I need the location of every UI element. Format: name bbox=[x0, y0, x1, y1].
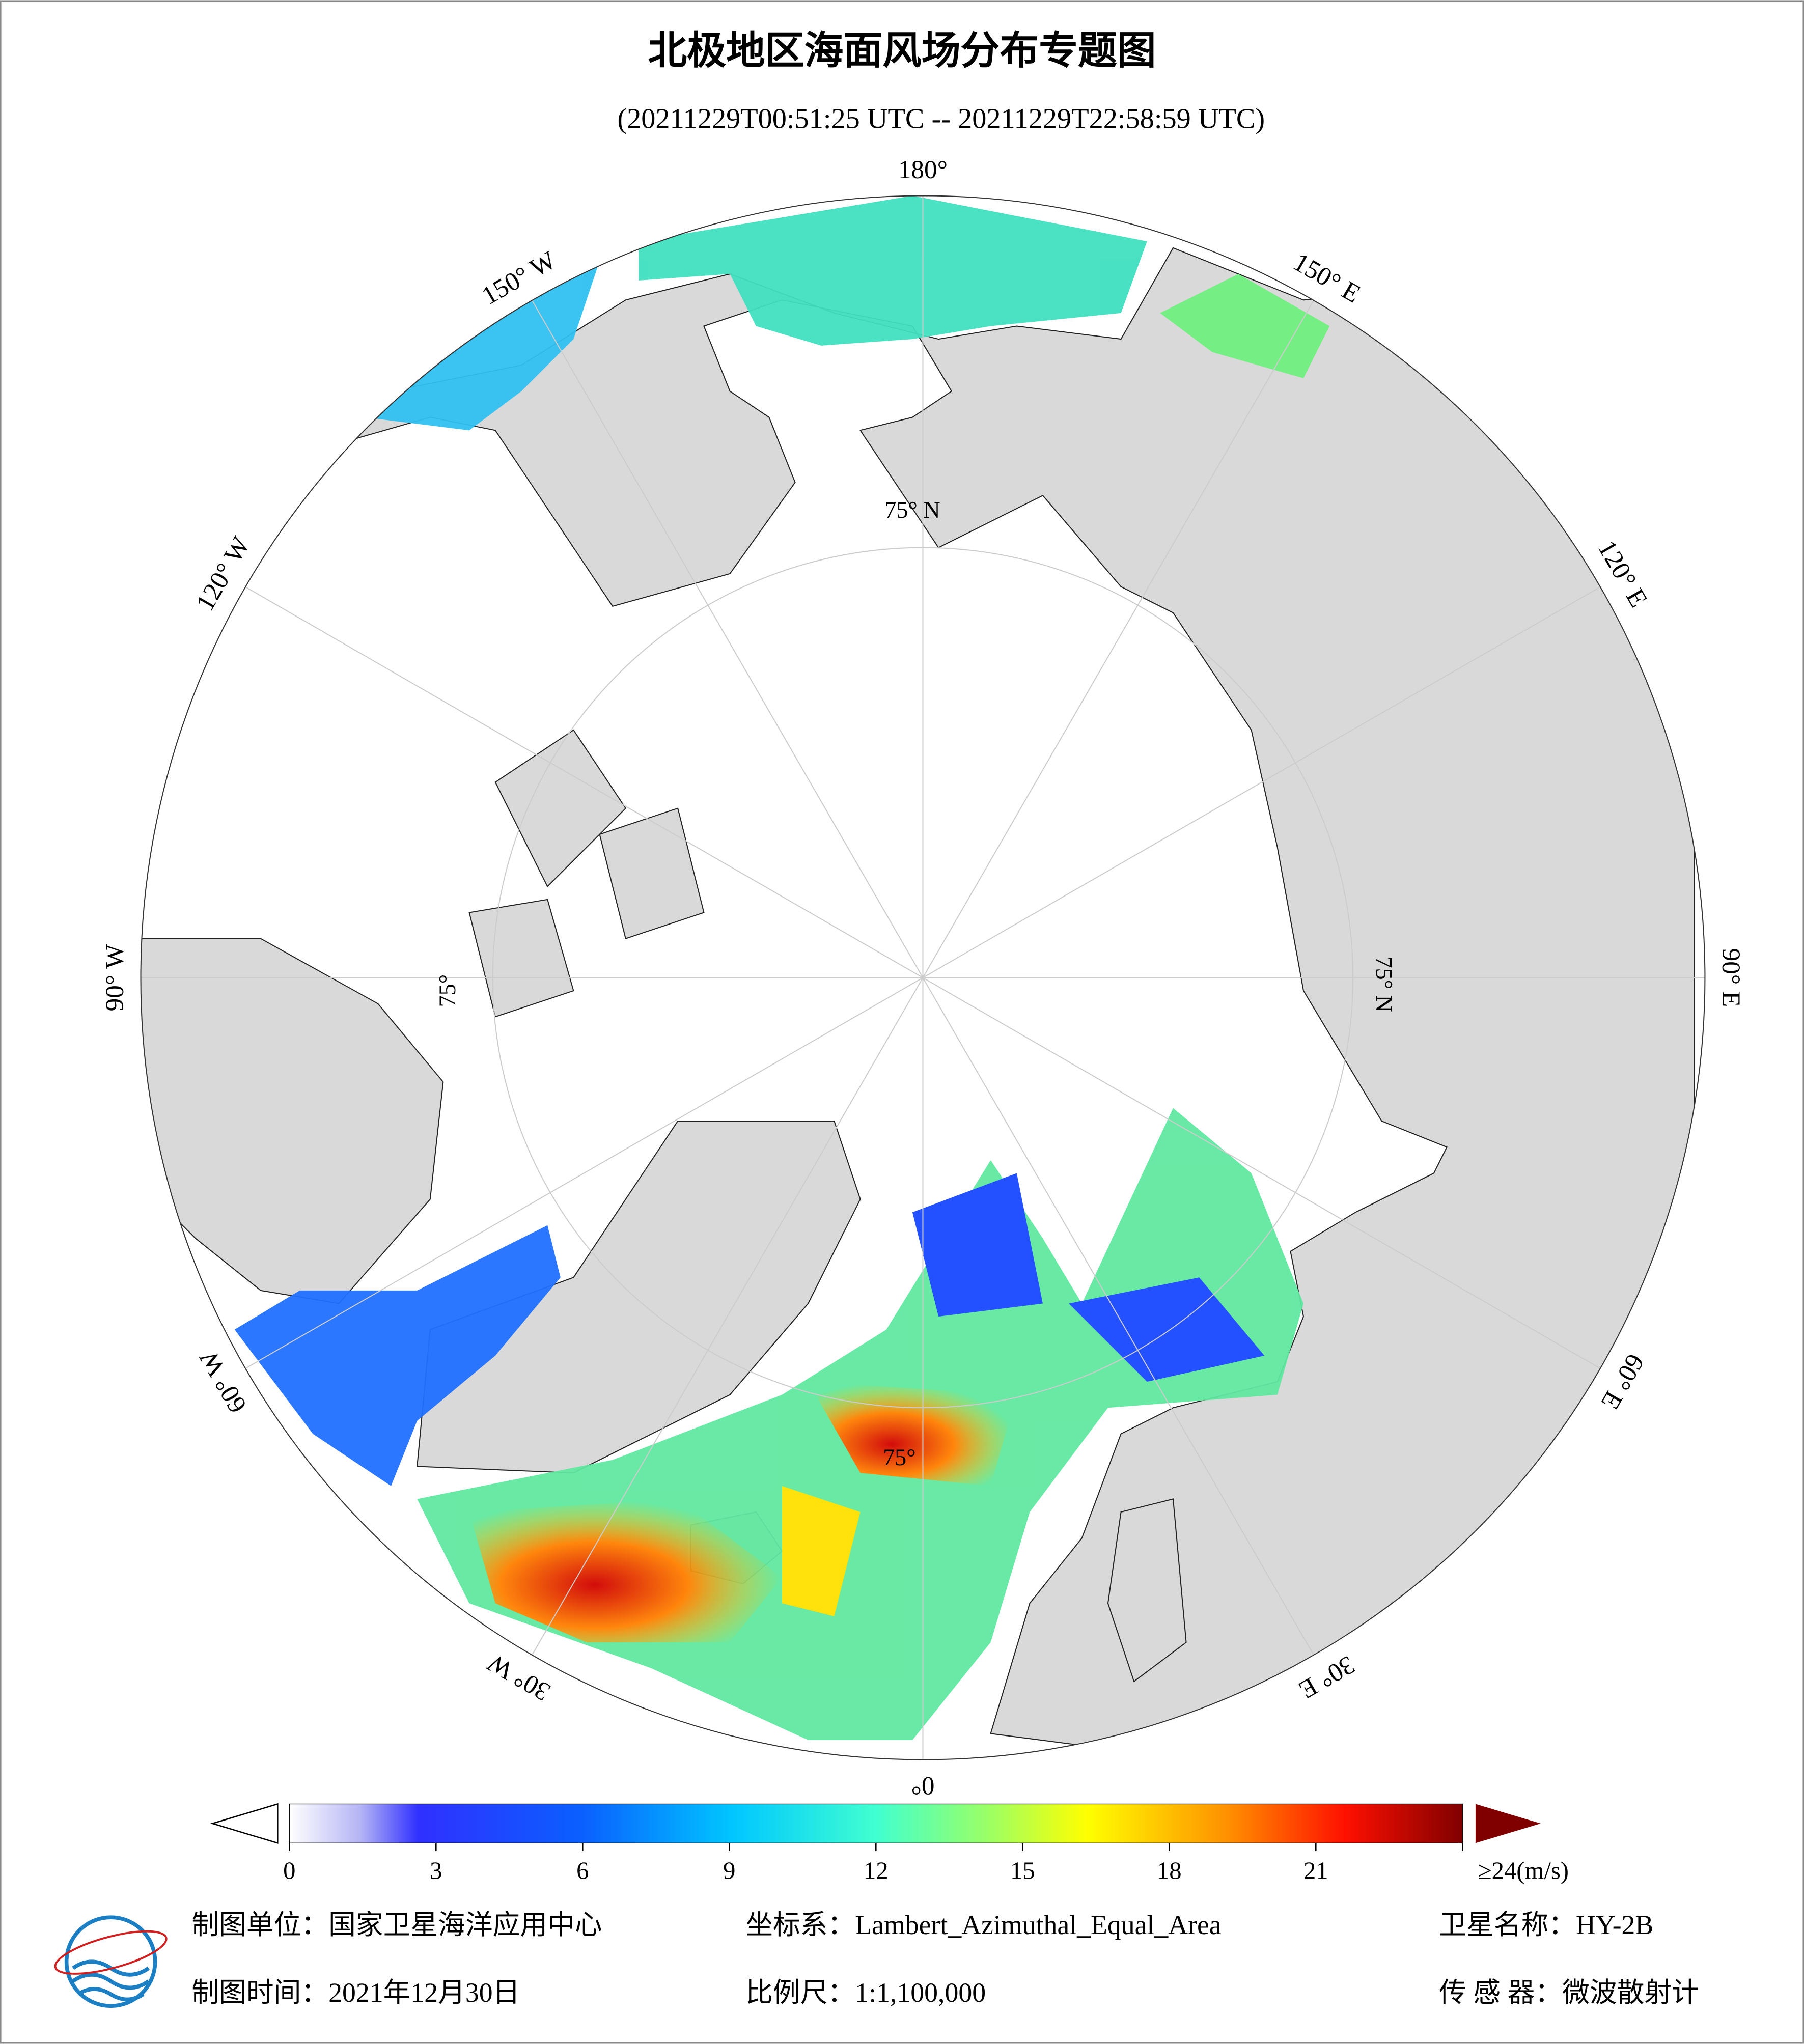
map-title: 北极地区海面风场分布专题图 bbox=[648, 30, 1156, 73]
colorbar-tick-label: 0 bbox=[283, 1857, 295, 1884]
footer: 制图单位：国家卫星海洋应用中心 坐标系：Lambert_Azimuthal_Eq… bbox=[191, 1910, 1699, 2008]
colorbar-tick-label: 18 bbox=[1157, 1857, 1182, 1884]
footer-date: 制图时间：2021年12月30日 bbox=[191, 1977, 520, 2008]
map-border bbox=[140, 195, 1706, 1760]
colorbar-tick-label: 21 bbox=[1303, 1857, 1328, 1884]
footer-producer: 制图单位：国家卫星海洋应用中心 bbox=[191, 1910, 602, 1940]
logo bbox=[54, 1915, 168, 2008]
longitude-label: 0° bbox=[911, 1771, 934, 1800]
colorbar-tick-label: 3 bbox=[430, 1857, 442, 1884]
longitude-label: 90° E bbox=[1716, 948, 1745, 1007]
longitude-label: 180° bbox=[898, 155, 948, 184]
colorbar-tick-label: 15 bbox=[1010, 1857, 1035, 1884]
footer-projection: 坐标系：Lambert_Azimuthal_Equal_Area bbox=[745, 1910, 1222, 1940]
wind-speed-field bbox=[234, 195, 1330, 1741]
footer-sensor: 传 感 器：微波散射计 bbox=[1439, 1977, 1699, 2008]
colorbar: 0 3 6 9 12 15 18 21 ≥24(m/s) bbox=[210, 1803, 1569, 1884]
footer-scale: 比例尺：1:1,100,000 bbox=[745, 1977, 986, 2008]
colorbar-tick-label: 12 bbox=[864, 1857, 889, 1884]
map bbox=[141, 195, 1705, 1760]
latitude-label: 75° N bbox=[1371, 957, 1397, 1012]
colorbar-tick-label: ≥24(m/s) bbox=[1478, 1857, 1569, 1884]
graticule bbox=[141, 195, 1705, 1760]
colorbar-tick-label: 6 bbox=[576, 1857, 589, 1884]
latitude-label: 75° bbox=[434, 974, 460, 1007]
colorbar-ramp bbox=[289, 1803, 1463, 1843]
latitude-label: 75° N bbox=[884, 497, 940, 523]
longitude-label: 90° W bbox=[100, 944, 129, 1012]
latitude-label: 75° bbox=[883, 1444, 915, 1470]
map-subtitle: (20211229T00:51:25 UTC -- 20211229T22:58… bbox=[617, 103, 1265, 134]
colorbar-tick-label: 9 bbox=[723, 1857, 735, 1884]
footer-satellite: 卫星名称：HY-2B bbox=[1439, 1910, 1653, 1940]
colorbar-under bbox=[210, 1803, 279, 1844]
colorbar-over bbox=[1475, 1804, 1541, 1843]
